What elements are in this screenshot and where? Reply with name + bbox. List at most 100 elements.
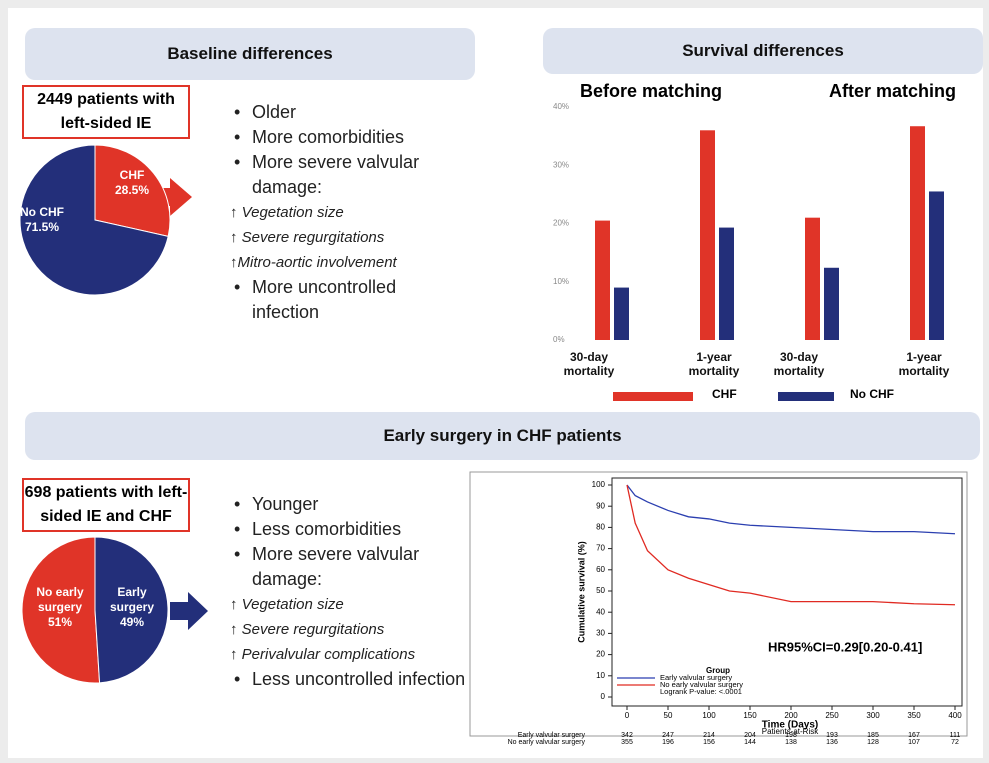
- risk-count: 144: [744, 739, 756, 746]
- y-tick-label: 10%: [553, 277, 569, 286]
- x-tick-label: 0: [625, 711, 630, 720]
- findings-list: OlderMore comorbiditiesMore severe valvu…: [230, 100, 460, 325]
- y-tick-label: 20%: [553, 219, 569, 228]
- pie-category: No early surgery: [36, 585, 84, 614]
- risk-count: 72: [951, 739, 959, 746]
- y-tick-label: 20: [596, 650, 605, 659]
- risk-count: 193: [826, 732, 838, 739]
- legend-label: No early valvular surgery: [660, 680, 743, 689]
- legend-label: No CHF: [850, 387, 894, 401]
- legend-swatch: [778, 392, 834, 401]
- bullet-item: More severe valvular damage:: [230, 150, 460, 200]
- bullet-item: More severe valvular damage:: [230, 542, 470, 592]
- y-tick-label: 30: [596, 629, 605, 638]
- x-tick-label: 1-year mortality: [898, 350, 950, 378]
- detail-item: ↑ Severe regurgitations: [230, 229, 385, 246]
- risk-count: 247: [662, 732, 674, 739]
- risk-row-name: No early valvular surgery: [508, 739, 586, 746]
- annotation: Logrank P-value: <.0001: [660, 687, 742, 696]
- pie-slice: [21, 536, 101, 684]
- y-axis-title: Cumulative survival (%): [576, 541, 586, 643]
- bar: [595, 220, 610, 340]
- detail-item: ↑ Severe regurgitations: [230, 621, 385, 638]
- pie-category: Early surgery: [109, 585, 155, 614]
- x-tick-label: 50: [664, 711, 673, 720]
- findings-list: YoungerLess comorbiditiesMore severe val…: [230, 492, 470, 692]
- x-tick-label: 400: [948, 711, 962, 720]
- legend-label: CHF: [712, 387, 737, 401]
- y-tick-label: 30%: [553, 160, 569, 169]
- y-tick-label: 10: [596, 671, 605, 680]
- risk-count: 107: [908, 739, 920, 746]
- section-header: Baseline differences: [25, 28, 475, 80]
- x-tick-label: 100: [702, 711, 716, 720]
- group-label: After matching: [829, 81, 956, 101]
- pie-slice: [19, 144, 169, 296]
- risk-count: 204: [744, 732, 756, 739]
- pie-label: No CHF 71.5%: [10, 205, 74, 235]
- pie-value: 28.5%: [114, 183, 150, 197]
- bullet-item: Older: [230, 100, 460, 125]
- x-tick-label: 1-year mortality: [688, 350, 740, 378]
- cohort-box: 698 patients with left-sided IE and CHF: [22, 478, 190, 532]
- y-tick-label: 60: [596, 565, 605, 574]
- risk-count: 342: [621, 732, 633, 739]
- bar: [700, 130, 715, 340]
- x-axis-title: Time (Days): [762, 720, 819, 731]
- x-tick-label: 30-day mortality: [773, 350, 825, 378]
- section-header: Survival differences: [543, 28, 983, 74]
- detail-item: ↑ Perivalvular complications: [230, 646, 416, 663]
- x-tick-label: 200: [784, 711, 798, 720]
- arrow: [150, 178, 192, 216]
- bar: [929, 191, 944, 340]
- risk-row-name: Early valvular surgery: [518, 732, 586, 739]
- y-tick-label: 90: [596, 501, 605, 510]
- km-frame: [469, 471, 968, 737]
- x-tick-label: 150: [743, 711, 757, 720]
- bullet-item: Less uncontrolled infection: [230, 667, 470, 692]
- legend-title: Group: [706, 666, 730, 675]
- y-tick-label: 0%: [553, 335, 565, 344]
- pie-slice: [94, 144, 171, 237]
- risk-count: 167: [908, 732, 920, 739]
- bar: [910, 126, 925, 340]
- risk-count: 138: [785, 739, 797, 746]
- pie-label: CHF 28.5%: [100, 168, 164, 198]
- pie-value: 49%: [119, 615, 145, 629]
- cohort-box: 2449 patients with left-sided IE: [22, 85, 190, 139]
- y-tick-label: 40: [596, 607, 605, 616]
- bullet-item: Less comorbidities: [230, 517, 470, 542]
- bullet-item: Younger: [230, 492, 470, 517]
- risk-count: 156: [703, 739, 715, 746]
- pie-label: Early surgery 49%: [100, 585, 164, 630]
- x-tick-label: 30-day mortality: [563, 350, 615, 378]
- risk-count: 355: [621, 739, 633, 746]
- y-tick-label: 50: [596, 586, 605, 595]
- group-label: Before matching: [580, 81, 722, 101]
- bar: [824, 267, 839, 340]
- bullet-item: More comorbidities: [230, 125, 460, 150]
- y-tick-label: 40%: [553, 102, 569, 111]
- pie-label: No early surgery 51%: [28, 585, 92, 630]
- risk-count: 128: [867, 739, 879, 746]
- pie-category: CHF: [119, 168, 145, 182]
- legend-swatch: [613, 392, 693, 401]
- detail-item: ↑ Vegetation size: [230, 596, 344, 613]
- risk-table-title: Patients-at-Risk: [762, 727, 819, 736]
- risk-count: 185: [867, 732, 879, 739]
- survival-curve: [626, 484, 956, 606]
- y-tick-label: 0: [601, 692, 606, 701]
- bar: [805, 217, 820, 340]
- risk-count: 196: [662, 739, 674, 746]
- pie-slice: [94, 536, 169, 684]
- x-tick-label: 250: [825, 711, 839, 720]
- km-plot-frame: [611, 477, 963, 707]
- bar: [719, 227, 734, 340]
- x-tick-label: 300: [866, 711, 880, 720]
- x-tick-label: 350: [907, 711, 921, 720]
- risk-count: 111: [950, 732, 961, 739]
- risk-count: 136: [826, 739, 838, 746]
- y-tick-label: 80: [596, 523, 605, 532]
